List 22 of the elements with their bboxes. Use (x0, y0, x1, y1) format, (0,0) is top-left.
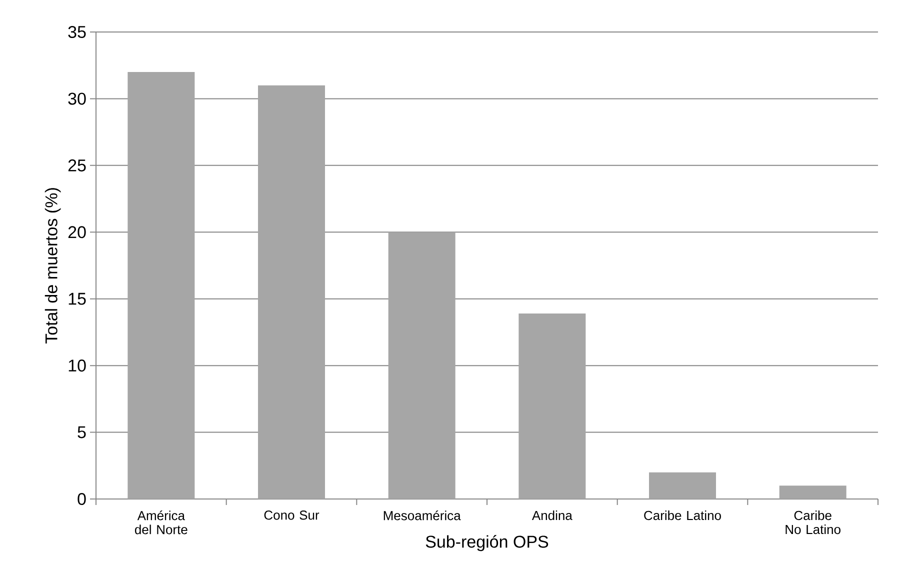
y-tick-label: 35 (68, 26, 86, 38)
y-axis-title: Total de muertos (%) (44, 188, 61, 344)
y-tick-label: 30 (68, 92, 86, 105)
x-tick-label: Caribe No Latino (786, 510, 840, 534)
x-tick-label: América del Norte (134, 510, 188, 534)
x-axis-title: Sub-región OPS (426, 535, 548, 552)
y-tick-label: 25 (68, 159, 86, 172)
x-tick-label: Cono Sur (264, 510, 320, 520)
bar (649, 472, 716, 499)
y-tick-label: 20 (68, 226, 86, 238)
x-tick-label: Andina (532, 510, 572, 520)
bar (258, 85, 326, 499)
y-tick-label: 0 (78, 492, 86, 506)
x-tick-label: Caribe Latino (644, 510, 721, 520)
bar (779, 486, 846, 499)
bar (128, 72, 195, 499)
y-tick-label: 5 (78, 426, 86, 438)
x-tick-label: Mesoamérica (384, 510, 461, 520)
y-tick-label: 15 (68, 292, 86, 305)
bar (388, 232, 456, 499)
y-tick-label: 10 (68, 360, 86, 372)
bar (518, 314, 586, 499)
